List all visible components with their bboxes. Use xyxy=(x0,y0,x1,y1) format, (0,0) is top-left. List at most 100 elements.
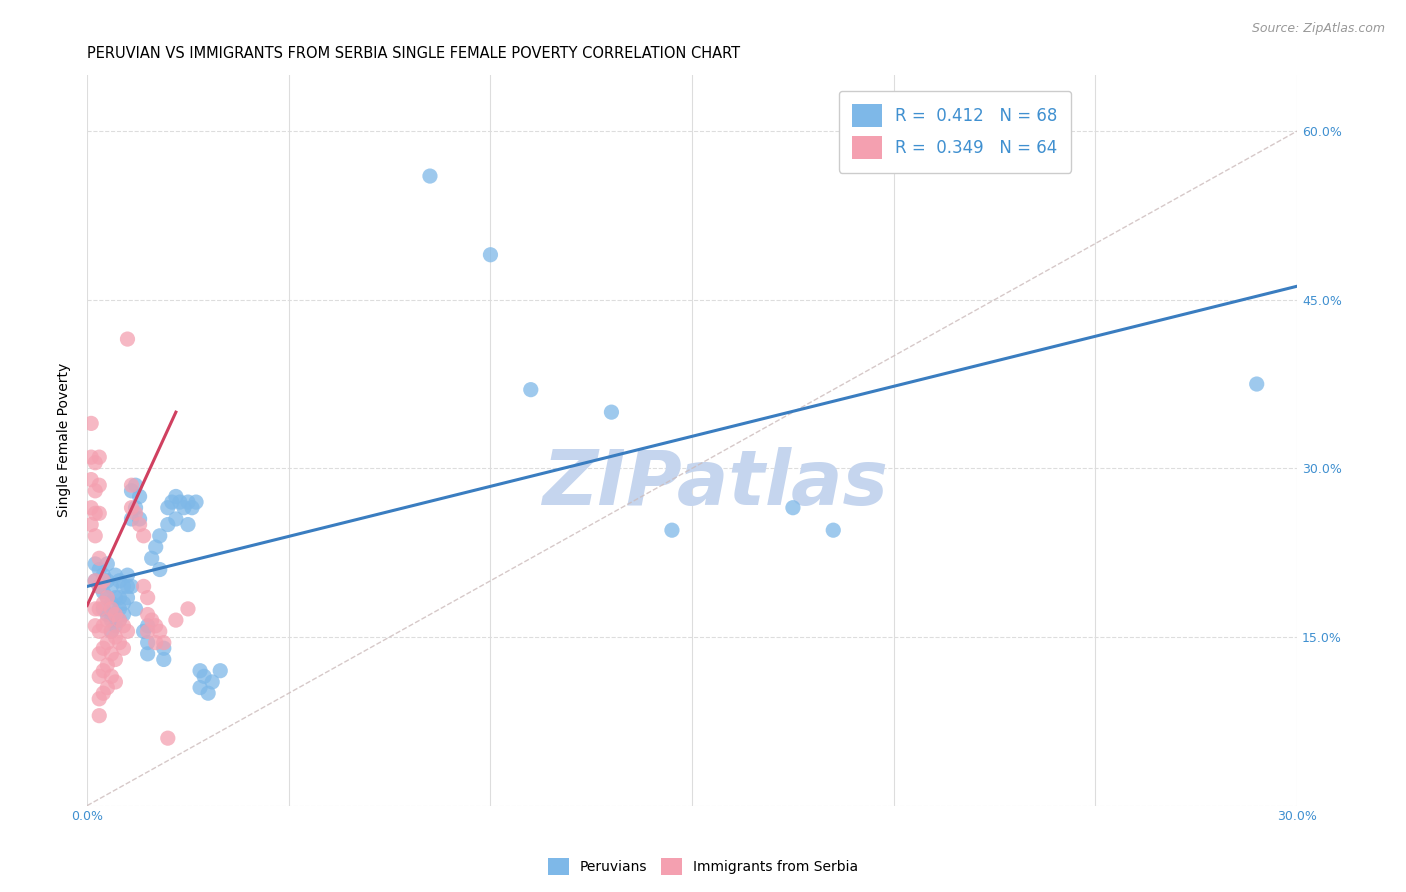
Legend: R =  0.412   N = 68, R =  0.349   N = 64: R = 0.412 N = 68, R = 0.349 N = 64 xyxy=(838,90,1071,173)
Point xyxy=(100,647,122,661)
Point xyxy=(193,669,215,683)
Point xyxy=(89,624,111,639)
Point xyxy=(121,483,143,498)
Point xyxy=(91,574,114,588)
Point xyxy=(84,506,107,520)
Point xyxy=(117,579,139,593)
Point xyxy=(823,523,845,537)
Point xyxy=(165,512,187,526)
Point xyxy=(160,495,183,509)
Point xyxy=(600,405,623,419)
Point xyxy=(89,669,111,683)
Point xyxy=(177,495,200,509)
Point xyxy=(91,602,114,616)
Point xyxy=(89,506,111,520)
Point xyxy=(80,473,103,487)
Point xyxy=(108,591,131,605)
Point xyxy=(89,562,111,576)
Point xyxy=(80,500,103,515)
Point xyxy=(128,490,150,504)
Point xyxy=(117,591,139,605)
Point xyxy=(132,624,155,639)
Point xyxy=(156,517,179,532)
Point xyxy=(156,731,179,746)
Point xyxy=(117,624,139,639)
Point xyxy=(121,579,143,593)
Point xyxy=(117,568,139,582)
Point xyxy=(96,613,118,627)
Point xyxy=(177,602,200,616)
Point xyxy=(184,495,207,509)
Text: Source: ZipAtlas.com: Source: ZipAtlas.com xyxy=(1251,22,1385,36)
Point xyxy=(782,500,804,515)
Point xyxy=(197,686,219,700)
Point xyxy=(173,500,195,515)
Point xyxy=(91,585,114,599)
Point xyxy=(91,596,114,610)
Point xyxy=(112,607,135,622)
Point xyxy=(89,708,111,723)
Point xyxy=(104,607,127,622)
Point xyxy=(96,591,118,605)
Point xyxy=(145,540,167,554)
Point xyxy=(104,652,127,666)
Point xyxy=(141,613,163,627)
Point xyxy=(136,635,159,649)
Point xyxy=(108,613,131,627)
Point xyxy=(152,652,174,666)
Point xyxy=(80,417,103,431)
Point xyxy=(124,500,146,515)
Point xyxy=(100,613,122,627)
Text: ZIPatlas: ZIPatlas xyxy=(543,447,890,521)
Point xyxy=(177,517,200,532)
Point xyxy=(80,450,103,464)
Point xyxy=(100,624,122,639)
Point xyxy=(84,602,107,616)
Point xyxy=(84,619,107,633)
Point xyxy=(84,483,107,498)
Point xyxy=(136,591,159,605)
Point xyxy=(136,647,159,661)
Point xyxy=(91,641,114,656)
Point xyxy=(188,681,211,695)
Point xyxy=(96,557,118,571)
Point xyxy=(124,602,146,616)
Point xyxy=(96,591,118,605)
Point xyxy=(100,624,122,639)
Point xyxy=(149,624,172,639)
Point xyxy=(112,596,135,610)
Point xyxy=(96,635,118,649)
Point xyxy=(100,602,122,616)
Point xyxy=(136,607,159,622)
Point xyxy=(661,523,683,537)
Point xyxy=(89,478,111,492)
Y-axis label: Single Female Poverty: Single Female Poverty xyxy=(58,363,72,517)
Point xyxy=(169,495,191,509)
Point xyxy=(121,500,143,515)
Point xyxy=(100,596,122,610)
Point xyxy=(108,574,131,588)
Point xyxy=(91,619,114,633)
Point xyxy=(84,557,107,571)
Point xyxy=(128,517,150,532)
Point xyxy=(201,675,224,690)
Point xyxy=(165,613,187,627)
Point xyxy=(104,630,127,644)
Point xyxy=(104,568,127,582)
Point xyxy=(209,664,232,678)
Point xyxy=(100,579,122,593)
Point xyxy=(89,579,111,593)
Legend: Peruvians, Immigrants from Serbia: Peruvians, Immigrants from Serbia xyxy=(543,853,863,880)
Point xyxy=(152,641,174,656)
Point xyxy=(96,574,118,588)
Point xyxy=(149,529,172,543)
Text: PERUVIAN VS IMMIGRANTS FROM SERBIA SINGLE FEMALE POVERTY CORRELATION CHART: PERUVIAN VS IMMIGRANTS FROM SERBIA SINGL… xyxy=(87,46,741,62)
Point xyxy=(132,579,155,593)
Point xyxy=(112,579,135,593)
Point xyxy=(136,624,159,639)
Point xyxy=(104,591,127,605)
Point xyxy=(89,647,111,661)
Point xyxy=(149,562,172,576)
Point xyxy=(89,551,111,566)
Point xyxy=(108,602,131,616)
